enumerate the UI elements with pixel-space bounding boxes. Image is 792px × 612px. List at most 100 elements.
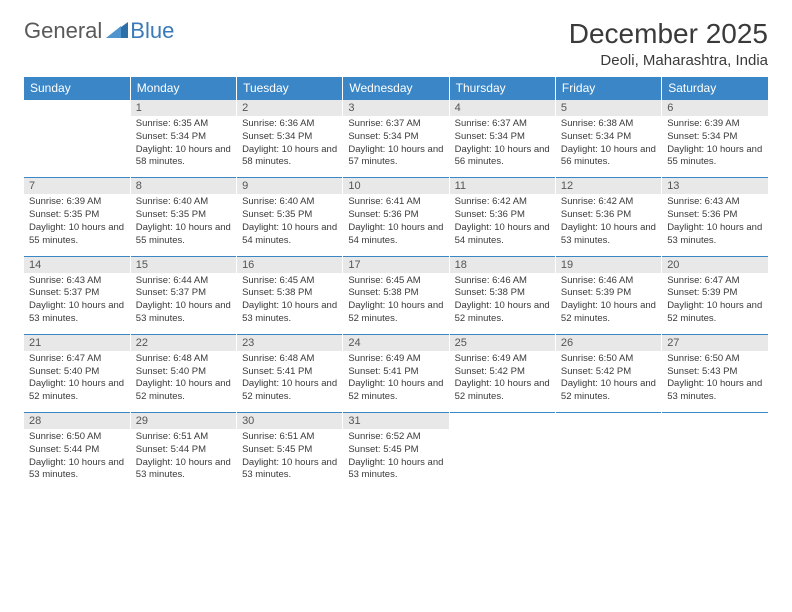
daylight-line: Daylight: 10 hours and 56 minutes. — [561, 144, 656, 168]
daylight-line: Daylight: 10 hours and 53 minutes. — [29, 457, 124, 481]
cell-body: Sunrise: 6:37 AMSunset: 5:34 PMDaylight:… — [343, 116, 448, 177]
sunrise-line: Sunrise: 6:50 AM — [561, 353, 633, 364]
day-number: 10 — [343, 178, 448, 194]
calendar-cell: 11Sunrise: 6:42 AMSunset: 5:36 PMDayligh… — [449, 178, 555, 256]
cell-body: Sunrise: 6:40 AMSunset: 5:35 PMDaylight:… — [131, 194, 236, 255]
sunrise-line: Sunrise: 6:41 AM — [348, 196, 420, 207]
calendar-week-row: 7Sunrise: 6:39 AMSunset: 5:35 PMDaylight… — [24, 178, 768, 256]
cell-body: Sunrise: 6:47 AMSunset: 5:40 PMDaylight:… — [24, 351, 130, 412]
cell-body: Sunrise: 6:46 AMSunset: 5:39 PMDaylight:… — [556, 273, 661, 334]
sunset-line: Sunset: 5:37 PM — [136, 287, 206, 298]
dow-header: Monday — [130, 77, 236, 100]
daylight-line: Daylight: 10 hours and 53 minutes. — [136, 457, 231, 481]
logo-text-blue: Blue — [130, 18, 174, 43]
cell-body: Sunrise: 6:48 AMSunset: 5:40 PMDaylight:… — [131, 351, 236, 412]
sunset-line: Sunset: 5:43 PM — [667, 366, 737, 377]
day-number: 29 — [131, 413, 236, 429]
daylight-line: Daylight: 10 hours and 52 minutes. — [455, 378, 550, 402]
sunrise-line: Sunrise: 6:40 AM — [242, 196, 314, 207]
calendar-week-row: 28Sunrise: 6:50 AMSunset: 5:44 PMDayligh… — [24, 413, 768, 491]
daylight-line: Daylight: 10 hours and 54 minutes. — [455, 222, 550, 246]
day-number — [662, 413, 768, 429]
sunrise-line: Sunrise: 6:52 AM — [348, 431, 420, 442]
dow-header: Sunday — [24, 77, 130, 100]
calendar-cell: 6Sunrise: 6:39 AMSunset: 5:34 PMDaylight… — [662, 100, 768, 178]
sunset-line: Sunset: 5:45 PM — [242, 444, 312, 455]
cell-body: Sunrise: 6:38 AM Sunset: 5:34 PM Daylight:… — [556, 116, 661, 177]
dow-header: Saturday — [662, 77, 768, 100]
day-number — [450, 413, 555, 429]
day-number: 20 — [662, 257, 768, 273]
daylight-line: Daylight: 10 hours and 52 minutes. — [348, 300, 443, 324]
dow-header: Friday — [555, 77, 661, 100]
cell-body — [24, 116, 130, 174]
cell-body: Sunrise: 6:43 AMSunset: 5:37 PMDaylight:… — [24, 273, 130, 334]
sunrise-line: Sunrise: 6:38 AM — [561, 118, 633, 129]
sunset-line: Sunset: 5:39 PM — [667, 287, 737, 298]
daylight-line: Daylight: 10 hours and 58 minutes. — [242, 144, 337, 168]
day-number: 21 — [24, 335, 130, 351]
calendar-body: 1Sunrise: 6:35 AMSunset: 5:34 PMDaylight… — [24, 100, 768, 491]
cell-body: Sunrise: 6:51 AMSunset: 5:44 PMDaylight:… — [131, 429, 236, 490]
day-number: 5 — [556, 100, 661, 116]
cell-body: Sunrise: 6:39 AMSunset: 5:35 PMDaylight:… — [24, 194, 130, 255]
calendar-cell: 13Sunrise: 6:43 AMSunset: 5:36 PMDayligh… — [662, 178, 768, 256]
day-number: 22 — [131, 335, 236, 351]
cell-body: Sunrise: 6:37 AMSunset: 5:34 PMDaylight:… — [450, 116, 555, 177]
calendar-table: SundayMondayTuesdayWednesdayThursdayFrid… — [24, 77, 768, 490]
sunrise-line: Sunrise: 6:35 AM — [136, 118, 208, 129]
daylight-line: Daylight: 10 hours and 53 minutes. — [29, 300, 124, 324]
sunrise-line: Sunrise: 6:42 AM — [561, 196, 633, 207]
cell-body: Sunrise: 6:39 AMSunset: 5:34 PMDaylight:… — [662, 116, 768, 177]
title-block: December 2025 Deoli, Maharashtra, India — [569, 18, 768, 69]
sunrise-line: Sunrise: 6:50 AM — [29, 431, 101, 442]
logo: General Blue — [24, 18, 174, 44]
daylight-line: Daylight: 10 hours and 55 minutes. — [29, 222, 124, 246]
calendar-cell: 12Sunrise: 6:42 AMSunset: 5:36 PMDayligh… — [555, 178, 661, 256]
sunrise-line: Sunrise: 6:45 AM — [242, 275, 314, 286]
calendar-cell: 10Sunrise: 6:41 AMSunset: 5:36 PMDayligh… — [343, 178, 449, 256]
daylight-line: Daylight: 10 hours and 52 minutes. — [29, 378, 124, 402]
sunset-line: Sunset: 5:42 PM — [455, 366, 525, 377]
cell-body: Sunrise: 6:35 AMSunset: 5:34 PMDaylight:… — [131, 116, 236, 177]
cell-body: Sunrise: 6:49 AMSunset: 5:41 PMDaylight:… — [343, 351, 448, 412]
cell-body: Sunrise: 6:45 AMSunset: 5:38 PMDaylight:… — [237, 273, 342, 334]
sunset-line: Sunset: 5:34 PM — [561, 131, 631, 142]
daylight-line: Daylight: 10 hours and 53 minutes. — [667, 378, 762, 402]
day-number: 1 — [131, 100, 236, 116]
calendar-cell: 2Sunrise: 6:36 AMSunset: 5:34 PMDaylight… — [237, 100, 343, 178]
daylight-line: Daylight: 10 hours and 52 minutes. — [561, 300, 656, 324]
sunset-line: Sunset: 5:34 PM — [242, 131, 312, 142]
calendar-cell: 30Sunrise: 6:51 AMSunset: 5:45 PMDayligh… — [237, 413, 343, 491]
day-number: 23 — [237, 335, 342, 351]
day-number: 8 — [131, 178, 236, 194]
dow-header: Tuesday — [237, 77, 343, 100]
calendar-cell — [449, 413, 555, 491]
cell-body: Sunrise: 6:50 AMSunset: 5:43 PMDaylight:… — [662, 351, 768, 412]
sunset-line: Sunset: 5:35 PM — [136, 209, 206, 220]
sunrise-line: Sunrise: 6:43 AM — [667, 196, 739, 207]
cell-body: Sunrise: 6:52 AMSunset: 5:45 PMDaylight:… — [343, 429, 448, 490]
calendar-cell: 20Sunrise: 6:47 AMSunset: 5:39 PMDayligh… — [662, 256, 768, 334]
sunset-line: Sunset: 5:34 PM — [667, 131, 737, 142]
day-number: 14 — [24, 257, 130, 273]
calendar-cell: 22Sunrise: 6:48 AMSunset: 5:40 PMDayligh… — [130, 334, 236, 412]
daylight-line: Daylight: 10 hours and 53 minutes. — [667, 222, 762, 246]
day-number: 25 — [450, 335, 555, 351]
day-number: 30 — [237, 413, 342, 429]
calendar-cell: 24Sunrise: 6:49 AMSunset: 5:41 PMDayligh… — [343, 334, 449, 412]
calendar-cell: 17Sunrise: 6:45 AMSunset: 5:38 PMDayligh… — [343, 256, 449, 334]
calendar-cell: 19Sunrise: 6:46 AMSunset: 5:39 PMDayligh… — [555, 256, 661, 334]
sunrise-line: Sunrise: 6:39 AM — [29, 196, 101, 207]
sunrise-line: Sunrise: 6:48 AM — [242, 353, 314, 364]
daylight-line: Daylight: 10 hours and 56 minutes. — [455, 144, 550, 168]
calendar-week-row: 1Sunrise: 6:35 AMSunset: 5:34 PMDaylight… — [24, 100, 768, 178]
day-number: 12 — [556, 178, 661, 194]
calendar-cell: 23Sunrise: 6:48 AMSunset: 5:41 PMDayligh… — [237, 334, 343, 412]
header: General Blue December 2025 Deoli, Mahara… — [24, 18, 768, 69]
day-number: 24 — [343, 335, 448, 351]
sunrise-line: Sunrise: 6:51 AM — [136, 431, 208, 442]
cell-body: Sunrise: 6:44 AMSunset: 5:37 PMDaylight:… — [131, 273, 236, 334]
calendar-cell: 18Sunrise: 6:46 AMSunset: 5:38 PMDayligh… — [449, 256, 555, 334]
sunrise-line: Sunrise: 6:37 AM — [348, 118, 420, 129]
